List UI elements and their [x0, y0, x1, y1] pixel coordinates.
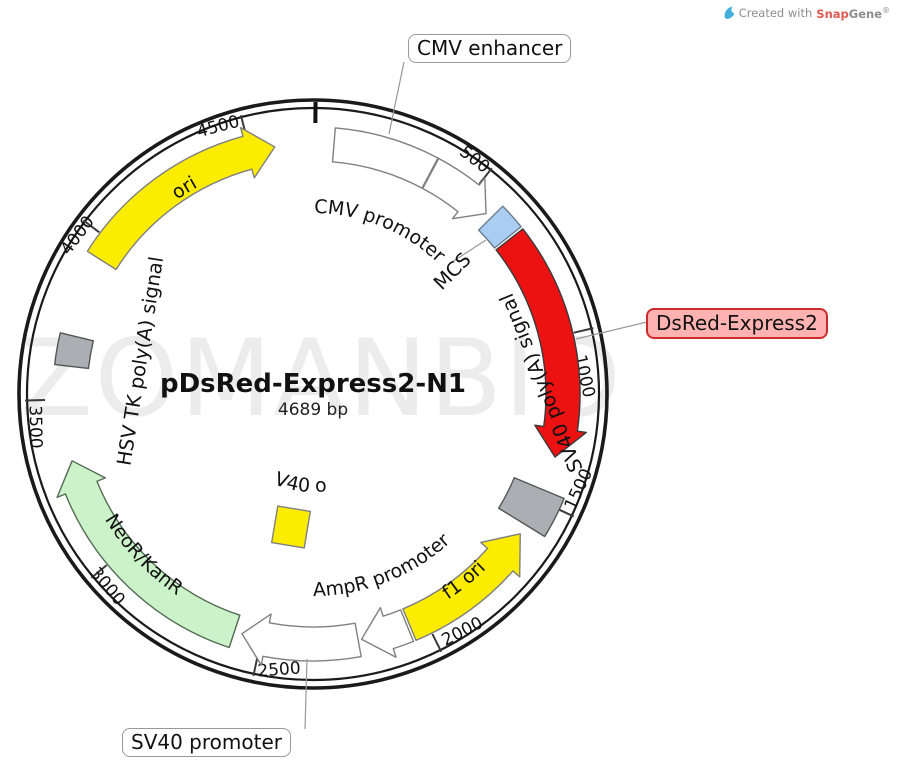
sv40-promoter-callout-label: SV40 promoter	[122, 728, 291, 757]
feature-label-sv40-ori: SV40 ori	[0, 0, 328, 497]
feature-hsv-tk-polya	[55, 333, 94, 369]
credit-prefix: Created with	[739, 6, 813, 20]
plasmid-size: 4689 bp	[63, 400, 563, 420]
feature-label-hsv-tk-polya: HSV TK poly(A) signal	[112, 255, 168, 467]
credit-brand-gene: Gene	[849, 7, 882, 21]
tick-label-2500: 2500	[257, 658, 302, 681]
cmv-enhancer-callout-label: CMV enhancer	[408, 34, 571, 63]
feature-label-text-ampr-promoter: AmpR promoter	[313, 529, 455, 601]
tick-label-4500: 4500	[195, 112, 242, 143]
feature-sv40-ori	[272, 506, 311, 548]
feature-dsred-express2	[496, 229, 586, 457]
feature-sv40-polya-signal	[499, 478, 564, 537]
snapgene-icon	[723, 6, 735, 20]
credit-registered: ®	[882, 6, 890, 15]
dsred-express2-callout-label: DsRed-Express2	[646, 308, 828, 339]
plasmid-title: pDsRed-Express2-N1	[63, 371, 563, 398]
tick-1000	[574, 328, 593, 333]
feature-label-text-cmv-promoter: CMV promoter	[314, 196, 450, 267]
plasmid-title-block: pDsRed-Express2-N1 4689 bp	[63, 371, 563, 420]
callout-line-sv40-promoter	[305, 659, 307, 729]
snapgene-credit: Created with SnapGene®	[723, 6, 890, 21]
feature-label-text-sv40-ori: SV40 ori	[0, 0, 328, 497]
feature-label-ampr-promoter: AmpR promoter	[313, 529, 455, 601]
feature-sv40-promoter	[242, 614, 361, 665]
feature-cmv-enhancer	[333, 128, 438, 188]
credit-brand-snap: Snap	[816, 7, 848, 21]
feature-label-cmv-promoter: CMV promoter	[314, 196, 450, 267]
tick-label-3500: 3500	[25, 405, 46, 449]
